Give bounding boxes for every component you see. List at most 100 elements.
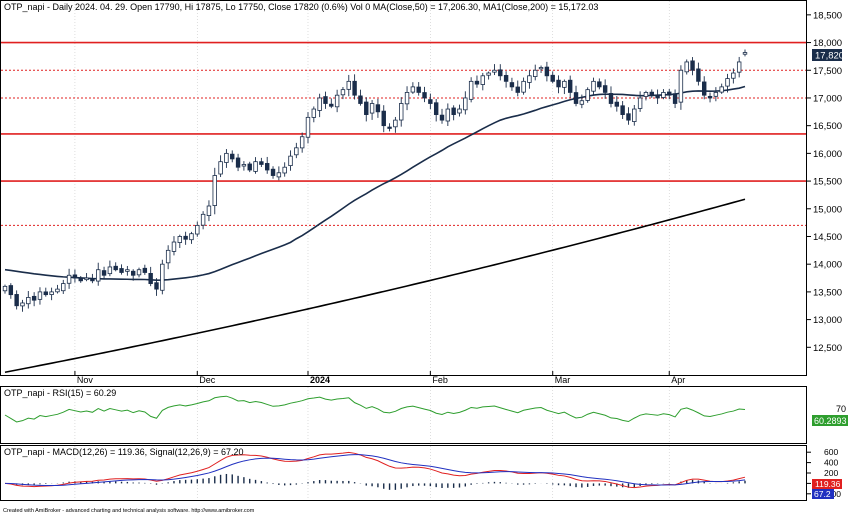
candle-body xyxy=(323,96,328,104)
candle xyxy=(346,74,351,97)
candle-body xyxy=(515,86,520,93)
candle-body xyxy=(725,78,730,87)
candle-body xyxy=(742,52,748,55)
candle-body xyxy=(200,213,206,226)
candle xyxy=(165,245,171,270)
y-tick-label: 13,500 xyxy=(813,287,842,298)
candle-body xyxy=(334,94,340,108)
candle xyxy=(678,65,684,110)
candle xyxy=(177,234,183,249)
candle-body xyxy=(428,99,433,104)
candle xyxy=(498,64,503,81)
rsi-line-group xyxy=(4,395,746,423)
candle xyxy=(311,106,317,123)
candle-body xyxy=(486,72,491,76)
candle xyxy=(55,284,60,294)
candle xyxy=(451,105,456,121)
rsi-panel-frame xyxy=(0,386,807,444)
y-tick-label: 16,000 xyxy=(813,149,842,160)
candle-body xyxy=(544,66,550,77)
candle xyxy=(620,101,625,119)
candle-body xyxy=(509,82,515,88)
y-tick-label: 14,500 xyxy=(813,232,842,243)
candle-body xyxy=(90,278,95,282)
candle xyxy=(573,85,579,107)
candle xyxy=(66,268,72,289)
candle-body xyxy=(212,175,217,206)
candle xyxy=(334,89,340,113)
candle-body xyxy=(78,277,83,282)
candle xyxy=(742,49,748,57)
candle-body xyxy=(667,91,672,96)
candle xyxy=(352,74,357,100)
candle xyxy=(707,92,713,103)
x-axis: Nov Dec 2024 Feb Mar Apr xyxy=(74,371,685,385)
candle xyxy=(113,262,118,272)
ma50-group xyxy=(4,85,746,281)
candle xyxy=(253,157,258,174)
candle xyxy=(20,299,25,312)
candle-body xyxy=(661,92,666,98)
candle-body xyxy=(474,80,480,85)
candle-body xyxy=(294,147,299,156)
candle xyxy=(329,98,334,109)
candle xyxy=(597,78,602,90)
price-x-grid xyxy=(74,1,670,375)
candle-body xyxy=(119,268,124,273)
candle-body xyxy=(404,92,410,105)
candle xyxy=(206,200,212,222)
candle-body xyxy=(340,89,346,96)
candle-body xyxy=(358,95,363,104)
y-tick-label: 16,500 xyxy=(813,121,842,132)
signal-badge-bg xyxy=(812,489,834,499)
candle xyxy=(8,283,14,299)
candle xyxy=(649,89,654,98)
candle-body xyxy=(101,270,107,276)
candle-body xyxy=(259,161,264,165)
candle xyxy=(521,77,526,95)
candle-body xyxy=(707,95,713,99)
candle-body xyxy=(352,80,357,96)
candle-body xyxy=(195,224,200,235)
candle-body xyxy=(468,80,474,100)
candle-body xyxy=(247,163,252,171)
candle xyxy=(404,86,410,111)
candle xyxy=(305,112,311,144)
price-panel-frame xyxy=(0,0,807,376)
candle-body xyxy=(125,269,130,272)
candle xyxy=(433,98,439,122)
candle xyxy=(235,153,241,172)
candle-body xyxy=(562,80,567,88)
candle-body xyxy=(113,265,118,271)
candle-body xyxy=(393,119,398,128)
candle-body xyxy=(602,85,608,93)
candle xyxy=(183,231,188,245)
candle-body xyxy=(410,86,416,93)
candle-body xyxy=(463,97,468,111)
price-badge: 17,820 xyxy=(812,49,844,62)
candle xyxy=(160,259,165,295)
candle xyxy=(556,75,561,94)
rsi-line xyxy=(4,395,746,423)
candle-body xyxy=(416,86,421,93)
candle-body xyxy=(55,288,60,293)
rsi-badge-bg xyxy=(812,415,848,426)
ma50-line xyxy=(4,85,746,281)
macd-panel: 6004002000-200 OTP_napi - MACD(12,26) = … xyxy=(0,445,842,501)
candle-body xyxy=(14,294,19,307)
candle-body xyxy=(37,291,43,300)
signal-badge-text: 67.2 xyxy=(814,489,831,499)
candle xyxy=(288,150,293,171)
candle xyxy=(480,72,486,91)
candle xyxy=(515,80,520,97)
candle-body xyxy=(620,105,625,115)
candle xyxy=(130,269,136,281)
x-tick-label: Dec xyxy=(199,375,216,385)
candle-body xyxy=(171,241,177,252)
price-y-axis: 12,500 13,000 13,500 14,000 14,500 15,000 15,5… xyxy=(806,10,842,354)
candle xyxy=(457,104,462,117)
candle-body xyxy=(690,60,695,71)
candle-body xyxy=(61,283,66,292)
candle-body xyxy=(696,68,701,82)
candle xyxy=(241,161,247,171)
